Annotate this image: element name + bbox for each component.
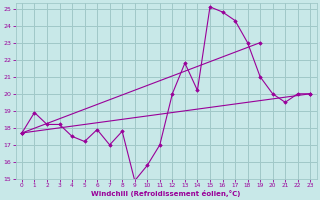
X-axis label: Windchill (Refroidissement éolien,°C): Windchill (Refroidissement éolien,°C) <box>92 190 241 197</box>
